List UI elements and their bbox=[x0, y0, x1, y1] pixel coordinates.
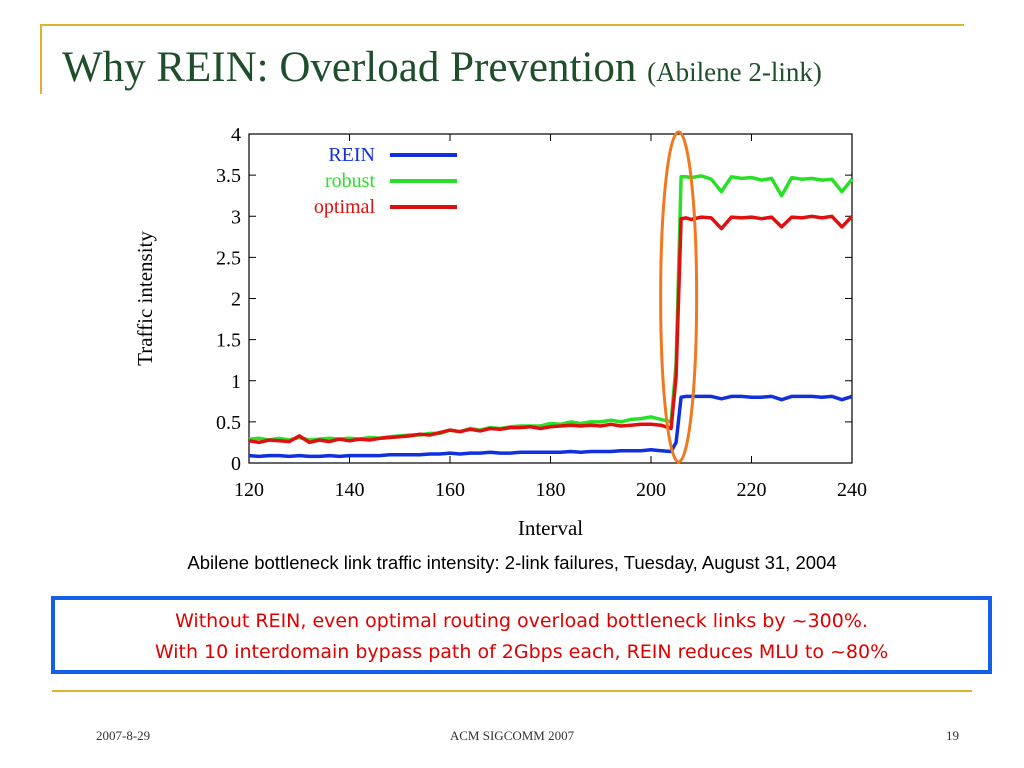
chart-caption: Abilene bottleneck link traffic intensit… bbox=[187, 552, 837, 573]
footer-date: 2007-8-29 bbox=[96, 728, 151, 743]
y-tick-label: 0.5 bbox=[216, 412, 241, 434]
frame-top-rule bbox=[40, 24, 964, 26]
x-axis-label: Interval bbox=[518, 516, 583, 540]
x-tick-label: 240 bbox=[837, 479, 867, 501]
x-tick-label: 160 bbox=[435, 479, 465, 501]
x-tick-label: 180 bbox=[536, 479, 566, 501]
x-tick-label: 200 bbox=[636, 479, 666, 501]
y-axis-label: Traffic intensity bbox=[133, 231, 157, 366]
footer-page-number: 19 bbox=[946, 728, 959, 743]
slide-title: Why REIN: Overload Prevention (Abilene 2… bbox=[62, 40, 822, 100]
legend-label-robust: robust bbox=[325, 170, 375, 192]
slide-title-sub: (Abilene 2-link) bbox=[647, 57, 822, 87]
series-line-optimal bbox=[248, 214, 854, 445]
callout-box: Without REIN, even optimal routing overl… bbox=[51, 596, 992, 674]
callout-line-2: With 10 interdomain bypass path of 2Gbps… bbox=[154, 641, 889, 663]
slide-title-main: Why REIN: Overload Prevention bbox=[62, 44, 637, 91]
highlight-ellipse bbox=[659, 130, 699, 464]
footer-rule bbox=[52, 690, 972, 692]
y-tick-label: 4 bbox=[231, 124, 241, 146]
y-tick-label: 3.5 bbox=[216, 165, 241, 187]
y-tick-label: 0 bbox=[231, 453, 241, 475]
series-line-REIN bbox=[248, 394, 853, 459]
y-tick-label: 1 bbox=[231, 371, 241, 393]
traffic-intensity-chart: 120 140 160 180 200 220 240 0 0.5 1 1.5 2 2.5 3 3.5 4 In… bbox=[133, 124, 867, 540]
y-tick-label: 1.5 bbox=[216, 330, 241, 352]
legend-label-REIN: REIN bbox=[328, 144, 375, 166]
footer-conference: ACM SIGCOMM 2007 bbox=[449, 728, 575, 743]
x-tick-label: 120 bbox=[234, 479, 264, 501]
y-tick-label: 2 bbox=[231, 289, 241, 311]
x-tick-label: 220 bbox=[737, 479, 767, 501]
frame-left-rule bbox=[40, 24, 42, 94]
y-tick-label: 2.5 bbox=[216, 247, 241, 269]
x-tick-label: 140 bbox=[335, 479, 365, 501]
y-tick-label: 3 bbox=[231, 206, 241, 228]
callout-line-1: Without REIN, even optimal routing overl… bbox=[175, 610, 868, 632]
legend-label-optimal: optimal bbox=[314, 196, 376, 218]
